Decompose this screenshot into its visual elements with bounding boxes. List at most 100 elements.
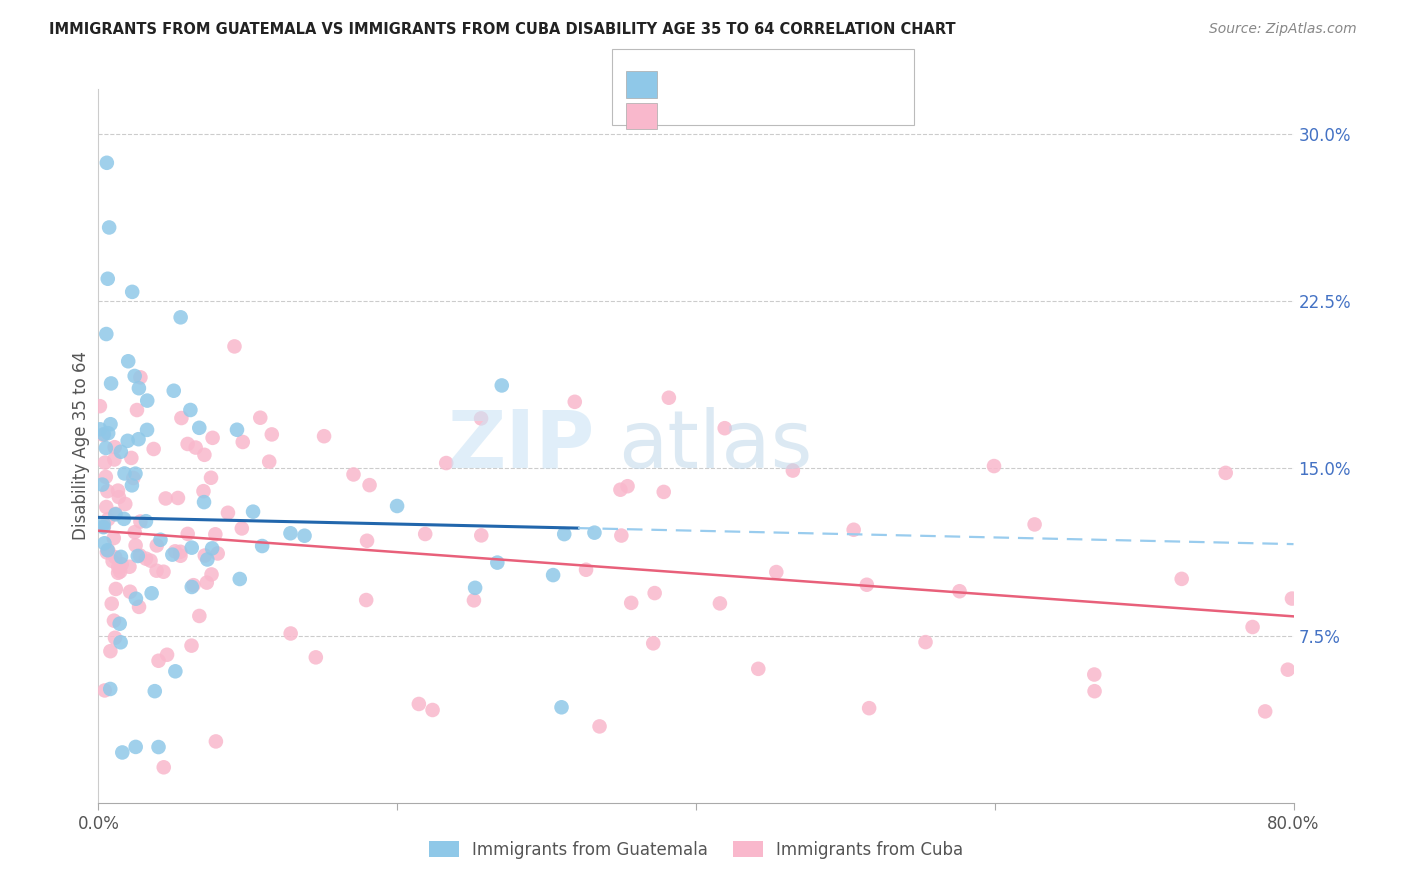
Point: [122, 471, 145, 485]
Point: [201, 541, 224, 556]
Point: [280, 526, 302, 541]
Point: [89, 422, 111, 436]
Point: [193, 484, 215, 499]
Point: [93, 427, 115, 442]
Point: [491, 378, 513, 392]
Point: [110, 565, 132, 579]
Point: [97, 512, 120, 526]
Text: R =: R =: [668, 110, 703, 125]
Point: [180, 639, 202, 653]
Point: [616, 479, 638, 493]
Text: 67: 67: [825, 78, 853, 93]
Point: [104, 440, 127, 454]
Point: [124, 538, 146, 552]
Point: [170, 411, 193, 425]
Point: [169, 549, 191, 563]
Point: [204, 527, 226, 541]
Point: [620, 596, 643, 610]
Point: [136, 423, 159, 437]
Point: [142, 442, 165, 456]
Point: [96, 484, 118, 499]
Point: [1215, 466, 1237, 480]
Point: [93, 516, 115, 531]
Point: [541, 568, 564, 582]
Point: [128, 381, 150, 395]
Point: [103, 452, 125, 467]
Point: [354, 593, 377, 607]
Point: [356, 533, 378, 548]
Point: [125, 403, 148, 417]
Point: [652, 484, 675, 499]
Point: [128, 599, 150, 614]
Point: [188, 609, 211, 624]
Point: [914, 635, 936, 649]
Point: [146, 538, 169, 552]
Point: [184, 441, 207, 455]
Point: [232, 435, 254, 450]
Point: [359, 478, 381, 492]
Point: [167, 491, 190, 505]
Point: [183, 578, 205, 592]
Point: [104, 508, 127, 522]
Point: [169, 310, 191, 325]
Point: [165, 544, 187, 558]
Point: [100, 376, 122, 391]
Point: [110, 444, 132, 458]
Point: [141, 586, 163, 600]
Point: [100, 417, 122, 432]
Point: [193, 495, 215, 509]
Point: [583, 525, 606, 540]
Point: [553, 527, 575, 541]
Point: [100, 644, 122, 658]
Point: [91, 477, 114, 491]
Point: [188, 421, 211, 435]
Point: [152, 760, 174, 774]
Point: [145, 564, 167, 578]
Text: N =: N =: [787, 78, 824, 93]
Point: [97, 543, 120, 558]
Point: [249, 410, 271, 425]
Point: [280, 626, 302, 640]
Point: [124, 525, 146, 540]
Point: [96, 326, 118, 341]
Point: [96, 500, 118, 514]
Point: [93, 683, 115, 698]
Point: [1083, 667, 1105, 681]
Point: [124, 467, 146, 481]
Point: [858, 701, 880, 715]
Point: [194, 549, 217, 563]
Point: [413, 527, 436, 541]
Point: [117, 434, 139, 448]
Point: [111, 558, 134, 572]
Point: [117, 354, 139, 368]
Point: [201, 431, 224, 445]
Point: [463, 593, 485, 607]
Point: [193, 448, 215, 462]
Point: [96, 155, 118, 169]
Point: [149, 533, 172, 547]
Point: [110, 635, 132, 649]
Point: [1281, 591, 1303, 606]
Point: [305, 650, 328, 665]
Point: [180, 541, 202, 555]
Point: [342, 467, 364, 482]
Point: [143, 684, 166, 698]
Point: [114, 497, 136, 511]
Point: [464, 581, 486, 595]
Point: [103, 531, 125, 545]
Point: [709, 596, 731, 610]
Point: [257, 455, 280, 469]
Point: [550, 700, 572, 714]
Point: [104, 631, 127, 645]
Point: [129, 370, 152, 384]
Point: [169, 545, 191, 559]
Point: [94, 470, 117, 484]
Point: [658, 391, 681, 405]
Point: [434, 456, 457, 470]
Point: [121, 478, 143, 492]
Point: [129, 515, 152, 529]
Point: [195, 575, 218, 590]
Point: [148, 740, 170, 755]
Text: R =: R =: [668, 78, 703, 93]
Point: [104, 550, 127, 565]
